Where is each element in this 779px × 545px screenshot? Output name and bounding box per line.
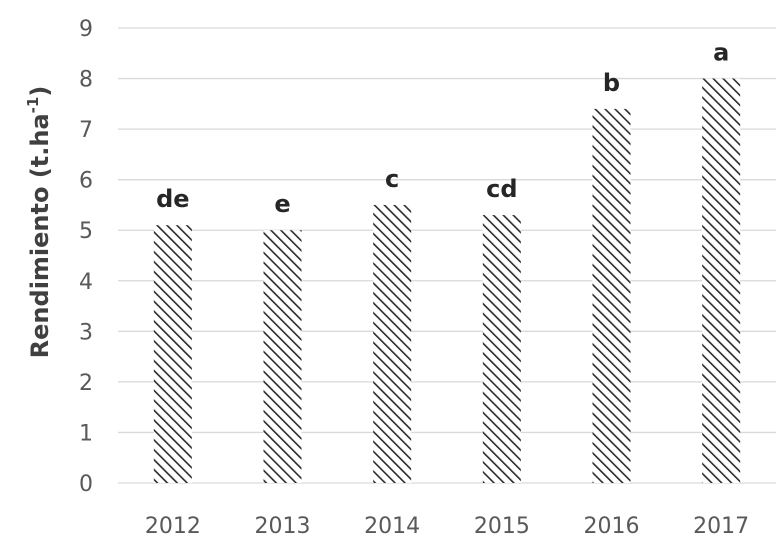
bar-2017: [702, 78, 741, 484]
x-category-label: 2012: [145, 514, 201, 539]
significance-letter: b: [603, 69, 620, 97]
bar-2013: [263, 230, 302, 483]
bars: [153, 78, 741, 484]
bar-2014: [373, 204, 412, 483]
x-category-label: 2016: [584, 514, 640, 539]
y-tick-label: 4: [79, 270, 93, 295]
significance-letter: e: [274, 190, 290, 218]
y-tick-label: 5: [79, 219, 93, 244]
x-category-label: 2014: [364, 514, 420, 539]
bar-2016: [592, 108, 631, 483]
x-axis-categories: 2012 2013 2014 2015 2016 2017: [145, 514, 749, 539]
y-tick-label: 3: [79, 320, 93, 345]
y-axis-title-main: Rendimiento (t.ha: [26, 113, 54, 358]
significance-letter: cd: [486, 175, 517, 203]
x-category-label: 2015: [474, 514, 530, 539]
significance-letter: c: [385, 165, 399, 193]
y-axis-title-superscript: -1: [24, 97, 42, 114]
y-tick-label: 0: [79, 472, 93, 497]
x-category-label: 2017: [693, 514, 749, 539]
y-axis-ticks: 0 1 2 3 4 5 6 7 8 9: [79, 17, 93, 497]
gridlines: [118, 27, 776, 484]
y-axis-title-close: ): [26, 86, 54, 97]
y-axis-title: Rendimiento (t.ha-1): [24, 86, 54, 359]
significance-letter: de: [156, 185, 189, 213]
y-tick-label: 2: [79, 371, 93, 396]
y-tick-label: 8: [79, 68, 93, 93]
bar-2012: [153, 225, 192, 483]
y-tick-label: 6: [79, 169, 93, 194]
x-category-label: 2013: [255, 514, 311, 539]
y-tick-label: 1: [79, 421, 93, 446]
bar-2015: [482, 215, 521, 484]
significance-labels: de e c cd b a: [156, 39, 729, 219]
significance-letter: a: [713, 39, 729, 67]
y-tick-label: 7: [79, 118, 93, 143]
y-tick-label: 9: [79, 17, 93, 42]
